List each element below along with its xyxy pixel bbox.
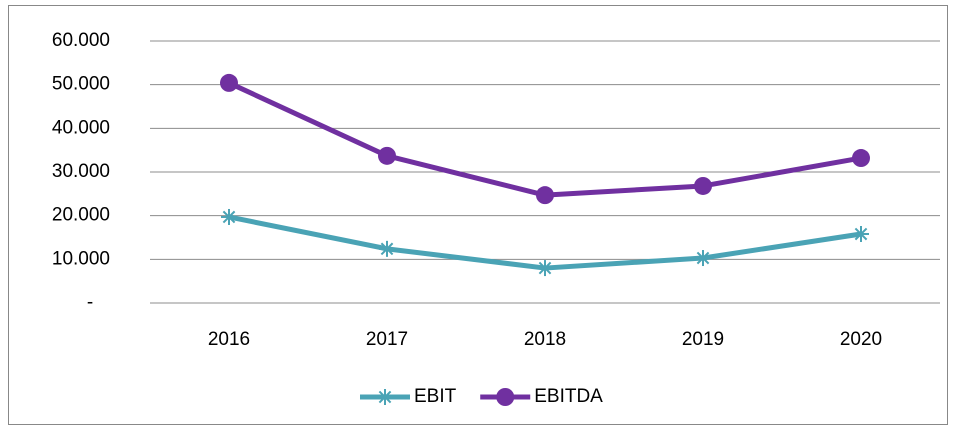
legend-label: EBITDA: [534, 386, 603, 407]
y-tick-label: 30.000: [52, 161, 110, 182]
marker-stroke: [854, 227, 868, 241]
point: [220, 73, 238, 92]
x-tick-label: 2016: [208, 329, 250, 350]
point: [852, 149, 870, 168]
point: [496, 388, 515, 406]
point: [379, 240, 395, 257]
x-tick-label: 2019: [682, 329, 724, 350]
y-tick-label: 40.000: [52, 117, 110, 138]
x-tick-label: 2020: [840, 329, 882, 350]
y-tick-label: -: [87, 292, 93, 313]
y-tick-label: 20.000: [52, 205, 110, 226]
point: [537, 260, 553, 277]
point: [853, 226, 869, 243]
point: [536, 186, 554, 205]
x-tick-label: 2018: [524, 329, 566, 350]
x-tick-label: 2017: [366, 329, 408, 350]
y-tick-label: 10.000: [52, 248, 110, 269]
point: [378, 146, 396, 165]
marker-stroke: [380, 242, 394, 256]
point: [221, 208, 237, 225]
chart-frame: [8, 5, 948, 425]
y-tick-label: 50.000: [52, 74, 110, 95]
marker-stroke: [538, 261, 552, 275]
marker-stroke: [696, 251, 710, 265]
marker-stroke: [222, 210, 236, 224]
point: [694, 176, 712, 195]
point: [695, 250, 711, 267]
marker-stroke: [378, 390, 392, 404]
legend-label: EBIT: [414, 386, 457, 407]
point: [377, 389, 393, 405]
y-tick-label: 60.000: [52, 30, 110, 51]
